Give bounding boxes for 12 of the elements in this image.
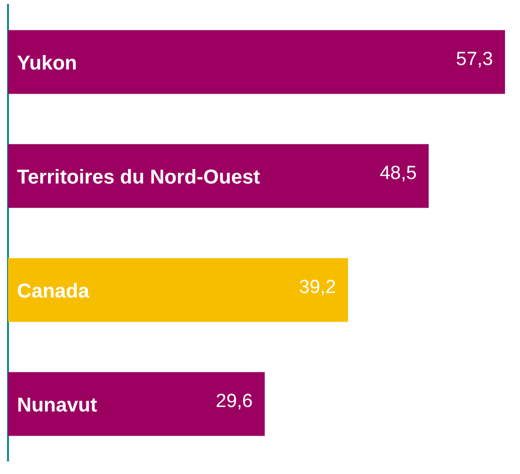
y-tick-label: Yukon <box>17 52 78 75</box>
data-label: 39,2 <box>299 277 336 298</box>
bar <box>8 372 265 436</box>
y-tick-label: Canada <box>17 280 90 303</box>
y-tick-label: Nunavut <box>17 394 98 417</box>
bar <box>8 144 429 208</box>
bar <box>8 30 505 94</box>
data-label: 57,3 <box>456 49 493 70</box>
bar <box>8 258 348 322</box>
y-tick-label: Territoires du Nord-Ouest <box>17 166 260 189</box>
data-label: 48,5 <box>380 163 417 184</box>
data-label: 29,6 <box>216 391 253 412</box>
